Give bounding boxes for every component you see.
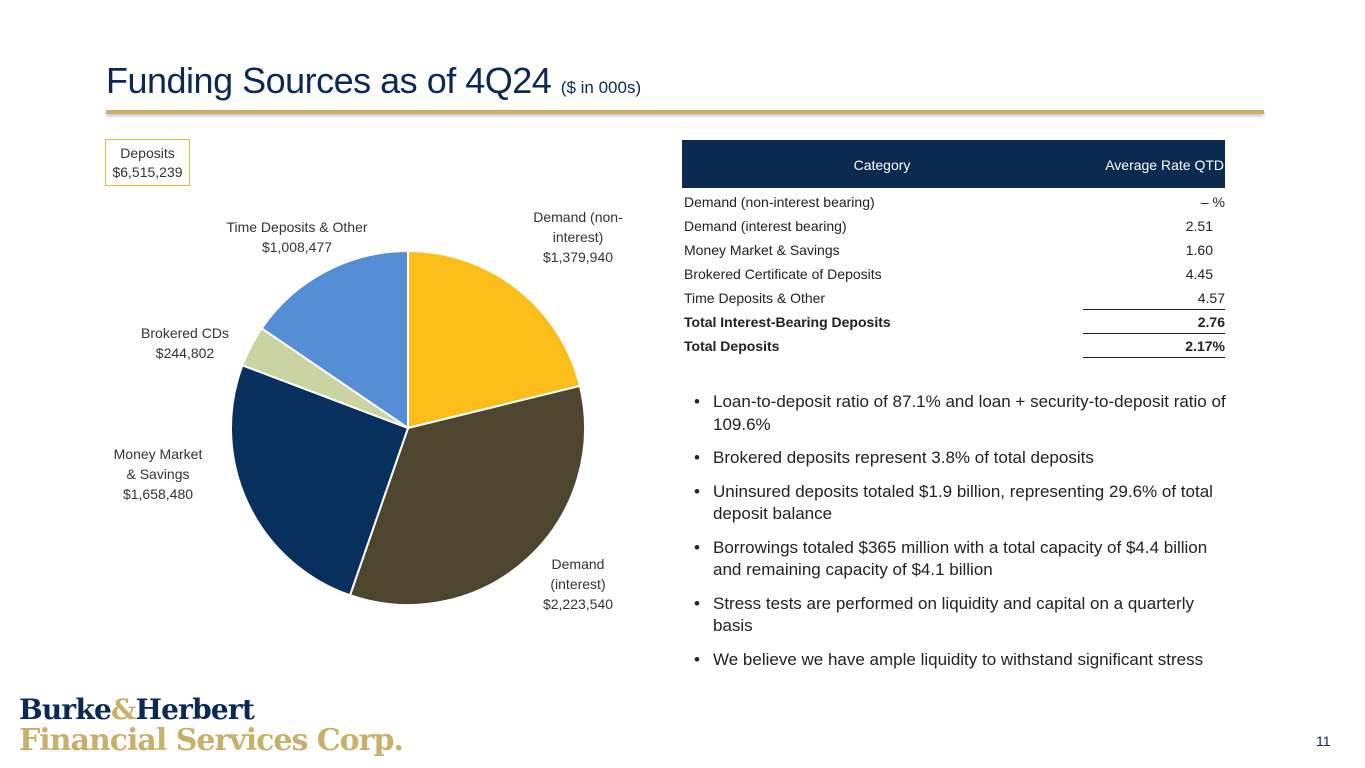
row-rate: 1.60 — [1185, 242, 1213, 258]
key-points-list: Loan-to-deposit ratio of 87.1% and loan … — [694, 391, 1234, 682]
table-row: Demand (non-interest bearing) – % — [682, 189, 1225, 213]
row-rate: 4.45 — [1185, 266, 1213, 282]
table-row-total-interest-bearing: Total Interest-Bearing Deposits 2.76 — [682, 309, 1225, 334]
table-row: Brokered Certificate of Deposits 4.45 — [682, 261, 1225, 285]
pie-label-demand-non-interest: Demand (non-interest) $1,379,940 — [533, 209, 623, 265]
deposits-pie-chart: Demand (non-interest) $1,379,940 Demand (in… — [114, 209, 623, 612]
table-row-total-deposits: Total Deposits 2.17% — [682, 333, 1225, 358]
page-title: Funding Sources as of 4Q24 ($ in 000s) — [106, 60, 641, 102]
deposits-total-box: Deposits $6,515,239 — [105, 139, 190, 186]
pie-slice-money-market-savings — [230, 364, 410, 597]
pie-slice-demand-non-interest — [407, 249, 582, 430]
logo-burke: Burke — [19, 693, 112, 726]
pie-slices — [230, 249, 587, 606]
average-rate-table: Category Average Rate QTD Demand (non-in… — [682, 140, 1225, 358]
row-category: Demand (interest bearing) — [684, 218, 847, 234]
row-rate: 4.57 — [1083, 290, 1225, 310]
title-main: Funding Sources as of 4Q24 — [106, 60, 552, 101]
row-category: Demand (non-interest bearing) — [684, 194, 875, 210]
bullet-item: Uninsured deposits totaled $1.9 billion,… — [694, 481, 1234, 526]
page-number: 11 — [1316, 733, 1331, 749]
pie-labels: Demand (non-interest) $1,379,940 Demand (in… — [114, 209, 623, 612]
bullet-item: Borrowings totaled $365 million with a t… — [694, 537, 1234, 582]
row-rate: 2.76 — [1083, 314, 1225, 334]
table-row: Money Market & Savings 1.60 — [682, 237, 1225, 261]
logo-line-1: Burke&Herbert — [19, 694, 403, 725]
pie-label-brokered-cds: Brokered CDs $244,802 — [141, 325, 229, 361]
pie-slice-time-deposits-other — [260, 249, 409, 430]
logo-herbert: Herbert — [135, 693, 254, 726]
row-category: Brokered Certificate of Deposits — [684, 266, 882, 282]
row-category: Money Market & Savings — [684, 242, 840, 258]
row-category: Total Deposits — [684, 338, 780, 354]
header-category: Category — [853, 157, 911, 173]
pie-label-money-market-savings: Money Market & Savings $1,658,480 — [114, 446, 203, 502]
title-underline — [106, 110, 1264, 114]
title-subtitle: ($ in 000s) — [560, 78, 642, 97]
deposits-box-label: Deposits — [120, 145, 175, 161]
row-category: Time Deposits & Other — [684, 290, 826, 306]
table-row: Time Deposits & Other 4.57 — [682, 285, 1225, 310]
row-rate: – % — [1200, 194, 1225, 210]
row-category: Total Interest-Bearing Deposits — [684, 314, 891, 330]
pie-label-time-deposits-other: Time Deposits & Other $1,008,477 — [226, 219, 367, 255]
bullet-item: Loan-to-deposit ratio of 87.1% and loan … — [694, 391, 1234, 436]
row-rate: 2.51 — [1185, 218, 1213, 234]
table-row: Demand (interest bearing) 2.51 — [682, 213, 1225, 237]
deposits-box-value: $6,515,239 — [112, 164, 183, 180]
header-average-rate: Average Rate QTD — [1105, 157, 1224, 173]
logo-ampersand: & — [111, 693, 136, 726]
pie-slice-demand-interest — [348, 384, 587, 606]
bullet-item: We believe we have ample liquidity to wi… — [694, 649, 1234, 672]
bullet-item: Brokered deposits represent 3.8% of tota… — [694, 447, 1234, 470]
row-rate: 2.17% — [1083, 338, 1225, 358]
bullet-item: Stress tests are performed on liquidity … — [694, 593, 1234, 638]
table-header: Category Average Rate QTD — [682, 140, 1225, 188]
pie-label-demand-interest: Demand (interest) $2,223,540 — [543, 556, 613, 612]
logo-line-2: Financial Services Corp. — [19, 723, 404, 758]
company-logo: Burke&Herbert Financial Services Corp. — [19, 694, 404, 758]
